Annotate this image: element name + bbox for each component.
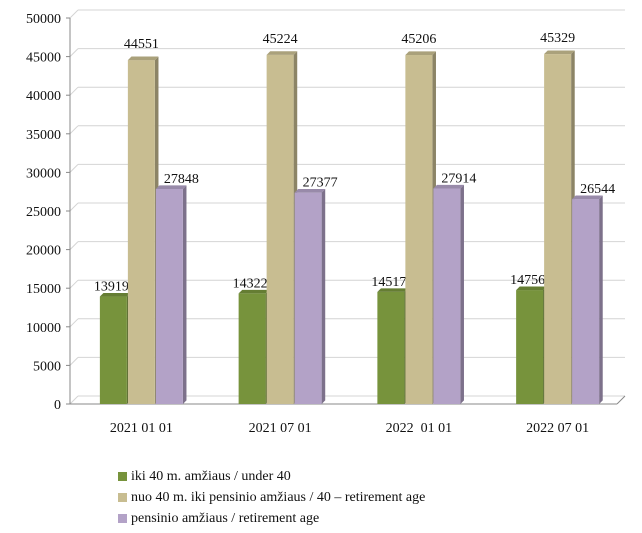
legend-swatch-40-retirement — [118, 493, 127, 502]
bar-top — [377, 288, 408, 292]
gridline-depth — [69, 48, 79, 57]
legend-swatch-retirement — [118, 514, 127, 523]
x-tick-label: 2022 01 01 — [386, 421, 453, 436]
y-tick-label: 50000 — [26, 12, 61, 27]
bar — [544, 54, 572, 404]
gridline-depth — [69, 357, 79, 366]
bar-top — [294, 189, 326, 193]
bar-top — [544, 50, 575, 55]
bar — [433, 188, 461, 404]
legend-label-under-40: iki 40 m. amžiaus / under 40 — [131, 468, 291, 484]
data-label: 45224 — [263, 32, 298, 47]
gridline-depth — [69, 164, 79, 173]
data-label: 14322 — [233, 276, 268, 291]
chart-legend: iki 40 m. amžiaus / under 40 nuo 40 m. i… — [118, 466, 425, 529]
x-axis-depth — [616, 395, 626, 405]
bar — [405, 55, 433, 405]
y-tick-label: 25000 — [26, 205, 61, 220]
bar — [266, 54, 294, 404]
bar-side — [182, 185, 187, 404]
bar-top — [238, 289, 270, 294]
legend-item-retirement: pensinio amžiaus / retirement age — [118, 508, 425, 529]
legend-label-retirement: pensinio amžiaus / retirement age — [131, 510, 320, 526]
data-label: 27848 — [164, 172, 199, 187]
bar-side — [321, 189, 326, 404]
gridline-depth — [69, 279, 79, 289]
bar — [99, 296, 127, 404]
gridline-depth — [69, 202, 79, 212]
bar-top — [405, 51, 436, 56]
bar — [516, 290, 544, 404]
gridline-depth — [69, 395, 79, 405]
bar-side — [460, 184, 464, 404]
bar-chart: 0 5000 10000 15000 20000 25000 30000 35000 40000… — [26, 9, 626, 436]
bar — [155, 189, 183, 404]
y-tick-label: 20000 — [26, 244, 61, 259]
data-label: 45329 — [540, 31, 575, 46]
gridline-depth — [69, 125, 79, 135]
bar — [294, 192, 322, 404]
y-tick-label: 10000 — [26, 321, 61, 336]
y-tick-label: 35000 — [26, 128, 61, 143]
gridline-depth — [69, 9, 79, 19]
bar — [238, 293, 266, 404]
legend-swatch-under-40 — [118, 472, 127, 481]
y-tick-label: 5000 — [33, 359, 61, 374]
data-label: 14517 — [371, 275, 406, 290]
gridline-depth — [69, 241, 79, 250]
x-tick-label: 2021 01 01 — [110, 421, 173, 436]
gridline-depth — [69, 318, 79, 328]
data-label: 14756 — [510, 273, 545, 288]
bar-top — [516, 286, 547, 291]
data-label: 44551 — [124, 37, 159, 52]
x-tick-label: 2022 07 01 — [526, 421, 589, 436]
data-label: 13919 — [94, 280, 129, 295]
bar-top — [266, 51, 298, 55]
data-label: 26544 — [580, 182, 615, 197]
bar-top — [572, 195, 603, 200]
data-label: 27377 — [303, 176, 338, 191]
y-tick-label: 15000 — [26, 282, 61, 297]
x-tick-label: 2021 07 01 — [249, 421, 312, 436]
legend-item-40-retirement: nuo 40 m. iki pensinio amžiaus / 40 – re… — [118, 487, 425, 508]
bar — [377, 291, 405, 404]
bar-side — [599, 195, 603, 404]
bar-top — [433, 184, 464, 189]
y-tick-label: 30000 — [26, 166, 61, 181]
bar-top — [155, 185, 187, 190]
legend-item-under-40: iki 40 m. amžiaus / under 40 — [118, 466, 425, 487]
data-label: 27914 — [441, 172, 476, 187]
legend-label-40-retirement: nuo 40 m. iki pensinio amžiaus / 40 – re… — [131, 489, 426, 505]
data-label: 45206 — [401, 32, 436, 47]
bar — [127, 60, 155, 404]
gridline-depth — [69, 86, 79, 96]
bar — [572, 199, 600, 404]
y-tick-label: 45000 — [26, 51, 61, 66]
bar-top — [127, 56, 159, 61]
bar-top — [99, 292, 131, 297]
y-tick-label: 0 — [54, 398, 61, 413]
y-tick-label: 40000 — [26, 89, 61, 104]
